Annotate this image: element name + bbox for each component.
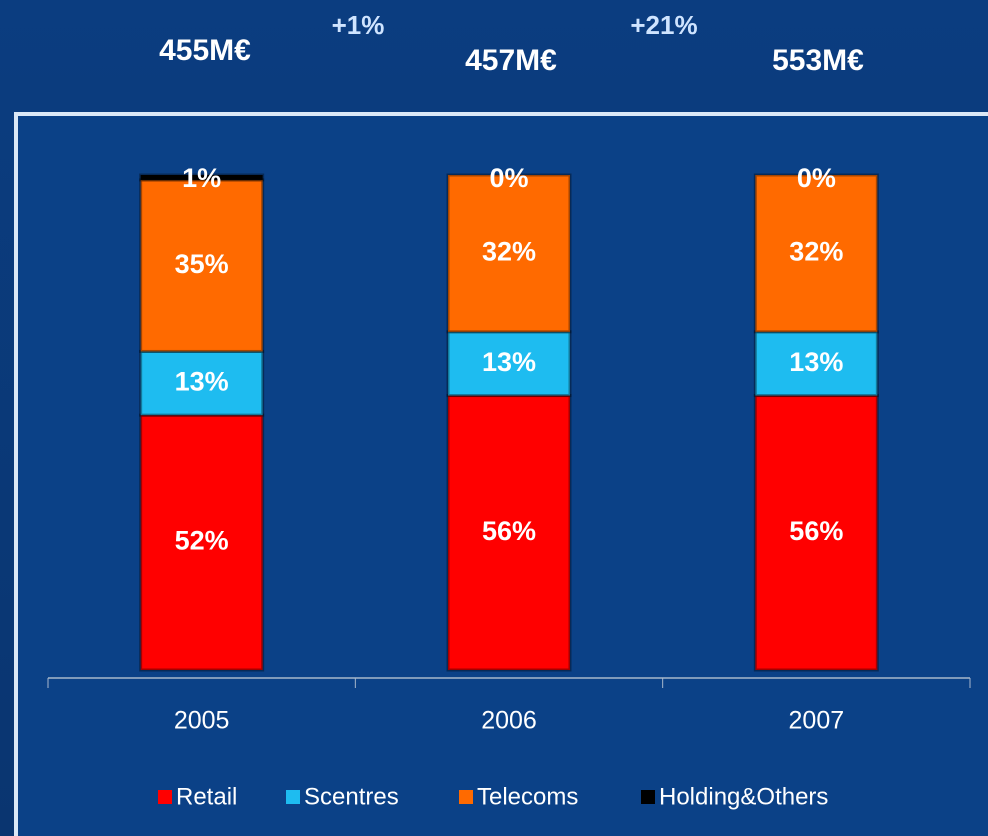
total-label: 457M€ — [465, 44, 557, 77]
value-label: 56% — [789, 516, 843, 546]
legend-label: Retail — [176, 783, 237, 810]
value-label: 13% — [789, 347, 843, 377]
x-tick-label: 2005 — [174, 707, 230, 735]
bar-segment — [139, 349, 265, 417]
legend-swatch — [286, 790, 300, 804]
value-label: 32% — [482, 237, 536, 267]
bar-segment — [753, 394, 879, 672]
value-label: 35% — [175, 249, 229, 279]
value-label: 52% — [175, 526, 229, 556]
growth-label: +21% — [630, 10, 697, 40]
legend-label: Scentres — [304, 783, 399, 810]
x-tick-label: 2007 — [789, 707, 845, 735]
value-label: 0% — [489, 163, 528, 193]
value-label: 13% — [482, 347, 536, 377]
value-label: 13% — [175, 366, 229, 396]
legend-swatch — [641, 790, 655, 804]
legend-label: Telecoms — [477, 783, 578, 810]
bar-segment — [139, 173, 265, 182]
value-label: 56% — [482, 516, 536, 546]
value-label: 32% — [789, 237, 843, 267]
bar-segment — [446, 330, 572, 398]
total-label: 553M€ — [772, 44, 864, 77]
value-label: 1% — [182, 163, 221, 193]
bar-segment — [446, 173, 572, 334]
legend-swatch — [459, 790, 473, 804]
legend-label: Holding&Others — [659, 783, 828, 810]
total-label: 455M€ — [159, 34, 251, 67]
x-tick-label: 2006 — [481, 707, 537, 735]
bar-segment — [139, 413, 265, 672]
legend-swatch — [158, 790, 172, 804]
growth-label: +1% — [332, 10, 385, 40]
bar-segment — [139, 178, 265, 353]
value-label: 0% — [797, 163, 836, 193]
bar-segment — [446, 394, 572, 672]
bar-segment — [753, 330, 879, 398]
bar-segment — [753, 173, 879, 334]
